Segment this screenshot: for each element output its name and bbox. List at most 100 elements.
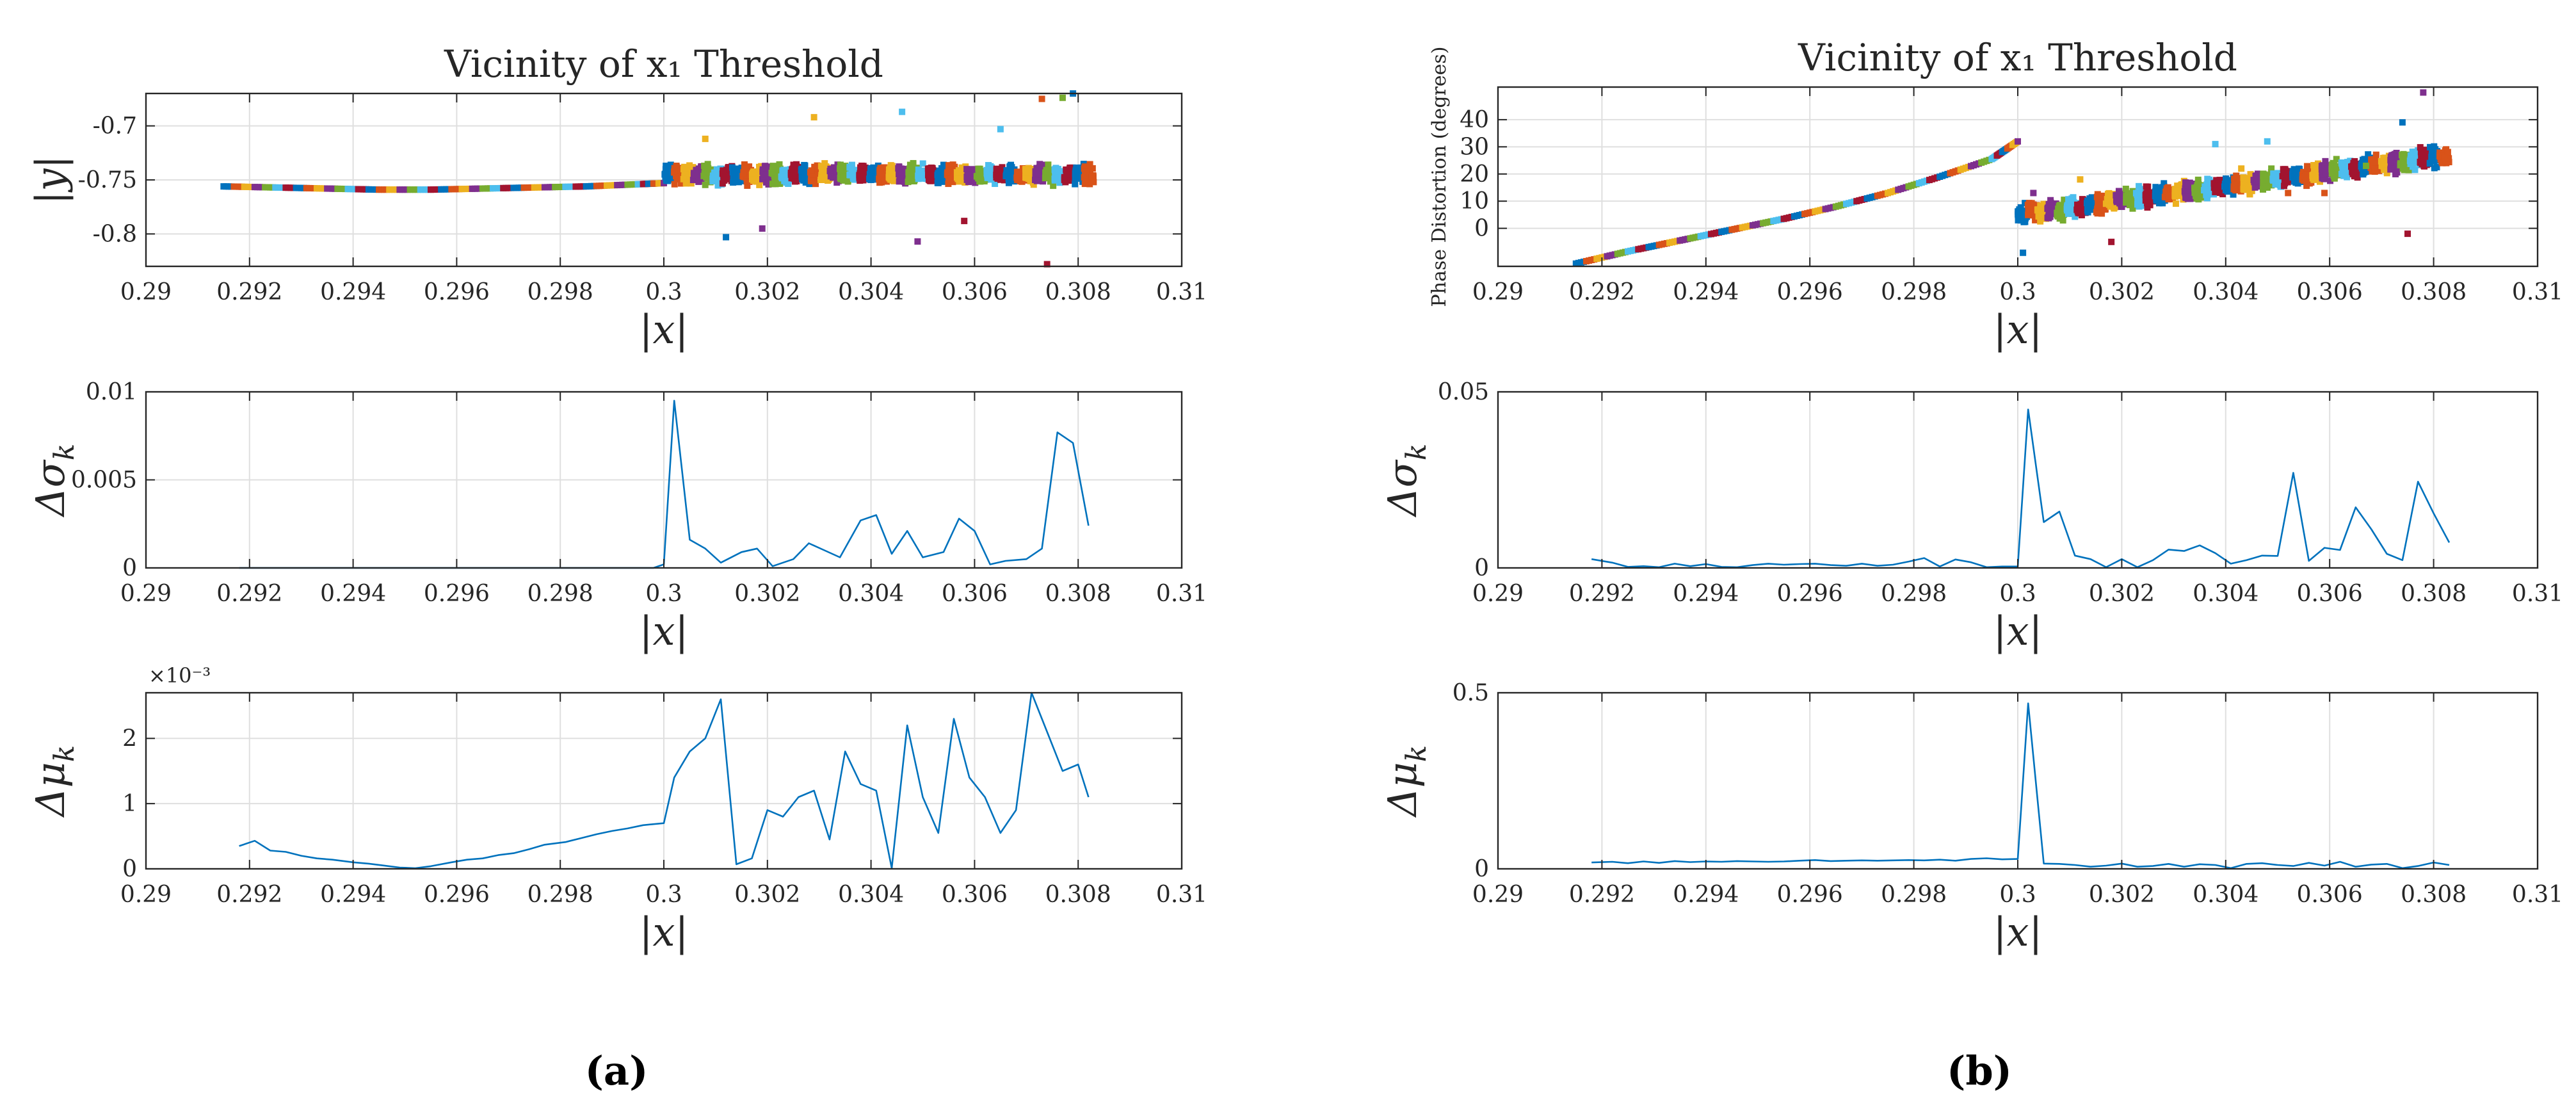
x-axis-label: |x| — [1993, 608, 2043, 654]
data-point — [2118, 203, 2125, 210]
data-point — [994, 173, 1001, 180]
data-layer — [1572, 89, 2452, 267]
data-point — [693, 166, 700, 174]
data-point — [798, 165, 805, 172]
data-point — [2368, 161, 2375, 168]
data-point — [714, 182, 721, 189]
data-point — [737, 177, 745, 184]
data-point — [667, 166, 674, 173]
data-point — [703, 174, 710, 181]
outlier-point — [2108, 238, 2115, 245]
data-point — [2227, 181, 2234, 188]
series-line — [239, 691, 1090, 869]
chart-a1: 0.29 0.292 0.294 0.296 0.298 0.3 0.302 0.304 0.3… — [27, 42, 1207, 353]
data-point — [878, 170, 885, 177]
data-point — [2035, 206, 2042, 213]
data-point — [671, 181, 678, 188]
x-tick-label: 0.294 — [1673, 581, 1739, 607]
x-tick-label: 0.3 — [645, 882, 682, 908]
data-point — [689, 166, 696, 173]
data-point — [823, 163, 830, 170]
data-point — [2274, 170, 2282, 177]
data-point — [1001, 177, 1008, 184]
data-point — [2021, 213, 2028, 220]
data-point — [908, 174, 915, 181]
panel-label-a: (a) — [585, 1047, 648, 1094]
data-point — [2418, 151, 2425, 158]
data-point — [719, 180, 726, 187]
data-point — [1036, 161, 1043, 168]
data-point — [1081, 181, 1088, 188]
y-tick-label: 30 — [1460, 134, 1489, 160]
data-point — [2100, 192, 2107, 199]
data-point — [720, 167, 727, 174]
chart-a3: 0.29 0.292 0.294 0.296 0.298 0.3 0.302 0.304 0.3… — [27, 663, 1207, 955]
data-point — [2253, 178, 2260, 185]
x-tick-label: 0.304 — [2193, 581, 2258, 607]
x-tick-label: 0.298 — [1881, 882, 1947, 908]
data-point — [2057, 213, 2064, 220]
data-point — [791, 178, 798, 185]
data-point — [840, 174, 847, 181]
data-point — [2427, 143, 2434, 150]
data-point — [2037, 218, 2044, 225]
data-point — [1044, 170, 1051, 177]
data-point — [667, 161, 674, 168]
data-point — [1074, 172, 1081, 179]
data-point — [1033, 170, 1040, 177]
x-tick-label: 0.294 — [1673, 279, 1739, 305]
data-point — [2230, 191, 2237, 198]
data-point — [897, 173, 904, 180]
data-point — [916, 171, 923, 178]
data-point — [680, 175, 687, 182]
data-point — [2077, 204, 2084, 211]
x-axis-label: |x| — [640, 306, 689, 353]
data-point — [2399, 156, 2406, 163]
data-point — [2077, 208, 2084, 215]
data-point — [1063, 171, 1070, 178]
x-tick-label: 0.302 — [734, 279, 800, 305]
data-layer — [1591, 702, 2450, 869]
data-point — [887, 162, 894, 169]
x-tick-label: 0.296 — [424, 882, 490, 908]
outlier-point — [810, 114, 817, 121]
data-point — [2303, 182, 2310, 190]
outlier-point — [2020, 249, 2027, 256]
data-point — [871, 176, 878, 183]
data-point — [869, 165, 876, 172]
data-point — [812, 181, 819, 188]
y-tick-label: 0 — [122, 555, 137, 581]
data-point — [2122, 185, 2129, 192]
outlier-point — [2363, 163, 2370, 170]
data-point — [1022, 166, 1029, 173]
data-point — [2214, 182, 2221, 190]
data-point — [2025, 206, 2033, 213]
x-tick-label: 0.292 — [216, 581, 282, 607]
data-point — [2413, 153, 2420, 160]
data-point — [663, 168, 670, 175]
x-tick-label: 0.308 — [2401, 882, 2467, 908]
outlier-point — [997, 125, 1004, 133]
data-point — [963, 176, 970, 183]
data-point — [2230, 186, 2237, 193]
data-point — [899, 169, 906, 176]
data-point — [684, 179, 691, 186]
outlier-point — [961, 218, 968, 225]
data-point — [801, 161, 808, 168]
x-tick-label: 0.296 — [1777, 581, 1843, 607]
data-point — [2047, 199, 2054, 206]
data-point — [2429, 158, 2436, 165]
data-point — [2224, 188, 2231, 195]
data-point — [2263, 184, 2270, 191]
outlier-point — [914, 238, 921, 245]
x-tick-label: 0.306 — [2297, 581, 2363, 607]
data-point — [2372, 151, 2379, 158]
data-point — [2143, 183, 2150, 190]
data-point — [984, 170, 991, 177]
x-tick-label: 0.29 — [120, 279, 172, 305]
data-point — [2178, 192, 2186, 199]
data-point — [2205, 191, 2212, 198]
data-point — [944, 169, 951, 176]
data-point — [934, 172, 941, 179]
x-axis-label: |x| — [640, 909, 689, 955]
